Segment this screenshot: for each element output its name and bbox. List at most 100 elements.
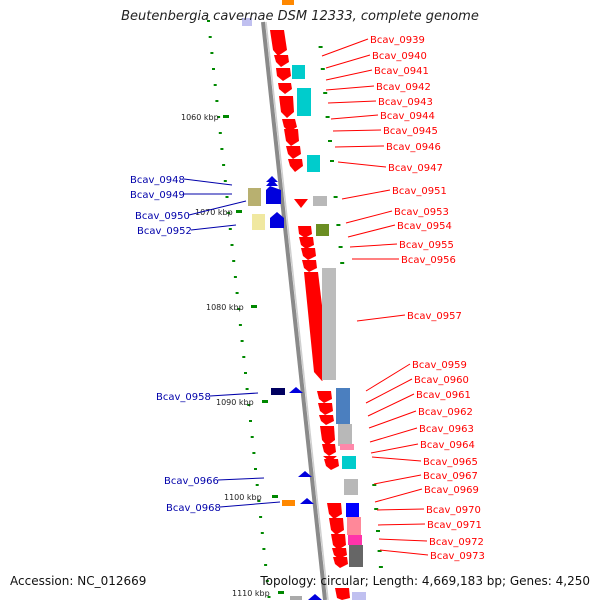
gene-label-bcav-0952[interactable]: Bcav_0952 bbox=[137, 226, 192, 237]
gene-arrow-bottom[interactable] bbox=[308, 594, 322, 600]
gene-label-bcav-0945[interactable]: Bcav_0945 bbox=[383, 126, 438, 137]
gene-label-bcav-0956[interactable]: Bcav_0956 bbox=[401, 255, 456, 266]
block-bcav-0964[interactable] bbox=[340, 444, 354, 450]
gene-label-bcav-0958[interactable]: Bcav_0958 bbox=[156, 392, 211, 403]
gene-arrow-bcav-0951[interactable] bbox=[294, 199, 308, 208]
block-bcav-0969[interactable] bbox=[346, 503, 359, 517]
block-bcav-0967[interactable] bbox=[344, 479, 358, 495]
gene-arrow-bcav-0952[interactable] bbox=[270, 212, 284, 228]
block-bcav-0965[interactable] bbox=[342, 456, 356, 469]
gene-label-bcav-0953[interactable]: Bcav_0953 bbox=[394, 207, 449, 218]
gene-arrow-bcav-0965[interactable] bbox=[324, 459, 339, 470]
gene-arrow-bcav-0956[interactable] bbox=[302, 260, 317, 272]
gene-arrow-bcav-0961[interactable] bbox=[319, 415, 334, 425]
block-bcav-0951[interactable] bbox=[313, 196, 327, 206]
gene-label-bcav-0968[interactable]: Bcav_0968 bbox=[166, 503, 221, 514]
gene-label-bcav-0965[interactable]: Bcav_0965 bbox=[423, 457, 478, 468]
block-bcav-0957[interactable] bbox=[322, 268, 336, 380]
block-bcav-0954[interactable] bbox=[316, 224, 329, 236]
gene-label-bcav-0973[interactable]: Bcav_0973 bbox=[430, 551, 485, 562]
gene-arrow-bcav-0953[interactable] bbox=[298, 226, 312, 238]
gene-label-bcav-0954[interactable]: Bcav_0954 bbox=[397, 221, 452, 232]
gene-arrow-bcav-0971[interactable] bbox=[331, 534, 346, 550]
gene-label-bcav-0961[interactable]: Bcav_0961 bbox=[416, 390, 471, 401]
gene-label-bcav-0944[interactable]: Bcav_0944 bbox=[380, 111, 435, 122]
gene-arrow-bcav-0958b[interactable] bbox=[289, 387, 303, 393]
gene-arrow-bcav-0970[interactable] bbox=[329, 518, 344, 535]
block-bcav-0963[interactable] bbox=[338, 424, 352, 446]
gene-label-bcav-0940[interactable]: Bcav_0940 bbox=[372, 51, 427, 62]
label-leader-line bbox=[349, 243, 398, 248]
gene-arrow-bcav-0939[interactable] bbox=[270, 30, 287, 56]
block-bcav-0947[interactable] bbox=[307, 155, 320, 172]
label-leader-line bbox=[365, 378, 413, 404]
gene-block-top-orange[interactable] bbox=[282, 0, 294, 5]
gene-arrow-bcav-0948c[interactable] bbox=[266, 176, 278, 182]
gene-block-bcav-0948[interactable] bbox=[248, 188, 261, 206]
gene-arrow-bcav-0960[interactable] bbox=[318, 403, 333, 415]
track-dot bbox=[328, 140, 332, 142]
gene-label-bcav-0967[interactable]: Bcav_0967 bbox=[423, 471, 478, 482]
gene-block-bottom[interactable] bbox=[290, 596, 302, 600]
block-bcav-0941[interactable] bbox=[292, 65, 305, 79]
gene-label-bcav-0966[interactable]: Bcav_0966 bbox=[164, 476, 219, 487]
gene-label-bcav-0948[interactable]: Bcav_0948 bbox=[130, 175, 185, 186]
block-bottom[interactable] bbox=[352, 592, 366, 600]
gene-arrow-bcav-0959[interactable] bbox=[317, 391, 332, 403]
block-bcav-0970[interactable] bbox=[347, 517, 361, 535]
gene-arrow-bcav-0948b[interactable] bbox=[266, 179, 278, 186]
block-bcav-0961[interactable] bbox=[336, 388, 350, 424]
gene-label-bcav-0963[interactable]: Bcav_0963 bbox=[419, 424, 474, 435]
gene-arrow-bcav-0940[interactable] bbox=[274, 55, 289, 67]
gene-arrow-bcav-0954[interactable] bbox=[299, 237, 314, 249]
gene-label-bcav-0971[interactable]: Bcav_0971 bbox=[427, 520, 482, 531]
track-dot bbox=[228, 228, 232, 230]
gene-arrow-bcav-0949[interactable] bbox=[266, 186, 281, 204]
block-bcav-0972[interactable] bbox=[348, 535, 362, 545]
gene-arrow-bcav-0955[interactable] bbox=[301, 248, 316, 260]
gene-label-bcav-0949[interactable]: Bcav_0949 bbox=[130, 190, 185, 201]
gene-label-bcav-0970[interactable]: Bcav_0970 bbox=[426, 505, 481, 516]
block-bcav-0973[interactable] bbox=[349, 545, 363, 567]
gene-arrow-bcav-0943[interactable] bbox=[279, 96, 294, 118]
gene-block-bcav-0958[interactable] bbox=[271, 388, 285, 395]
gene-label-bcav-0943[interactable]: Bcav_0943 bbox=[378, 97, 433, 108]
label-leader-line bbox=[217, 477, 265, 481]
gene-label-bcav-0960[interactable]: Bcav_0960 bbox=[414, 375, 469, 386]
gene-label-bcav-0959[interactable]: Bcav_0959 bbox=[412, 360, 467, 371]
gene-arrow-bcav-0941[interactable] bbox=[276, 68, 291, 81]
gene-arrow-bcav-0972[interactable] bbox=[332, 548, 347, 559]
gene-label-bcav-0947[interactable]: Bcav_0947 bbox=[388, 163, 443, 174]
kbp-tick-mark bbox=[251, 305, 257, 308]
gene-label-bcav-0941[interactable]: Bcav_0941 bbox=[374, 66, 429, 77]
gene-arrow-bottom-red[interactable] bbox=[335, 588, 350, 600]
gene-label-bcav-0950[interactable]: Bcav_0950 bbox=[135, 211, 190, 222]
gene-arrow-bcav-0969[interactable] bbox=[327, 503, 342, 519]
gene-label-bcav-0969[interactable]: Bcav_0969 bbox=[424, 485, 479, 496]
gene-arrow-bcav-0962[interactable] bbox=[320, 426, 335, 446]
gene-arrow-bcav-0942[interactable] bbox=[278, 83, 292, 94]
gene-arrow-bcav-0944[interactable] bbox=[282, 119, 297, 132]
annotation-blocks bbox=[292, 65, 366, 600]
gene-label-bcav-0942[interactable]: Bcav_0942 bbox=[376, 82, 431, 93]
block-bcav-0943[interactable] bbox=[297, 88, 311, 116]
gene-block-bcav-0968[interactable] bbox=[282, 500, 295, 506]
track-dot bbox=[218, 132, 222, 134]
gene-label-bcav-0972[interactable]: Bcav_0972 bbox=[429, 537, 484, 548]
gene-arrow-bcav-0973[interactable] bbox=[333, 557, 348, 568]
gene-arrow-bcav-0945[interactable] bbox=[284, 129, 299, 146]
gene-label-bcav-0951[interactable]: Bcav_0951 bbox=[392, 186, 447, 197]
gene-block-top[interactable] bbox=[242, 18, 252, 26]
gene-arrow-bcav-0946[interactable] bbox=[286, 146, 301, 159]
gene-label-bcav-0946[interactable]: Bcav_0946 bbox=[386, 142, 441, 153]
gene-label-bcav-0955[interactable]: Bcav_0955 bbox=[399, 240, 454, 251]
gene-arrow-bcav-0947[interactable] bbox=[288, 159, 303, 172]
gene-label-bcav-0962[interactable]: Bcav_0962 bbox=[418, 407, 473, 418]
gene-arrow-bcav-0963[interactable] bbox=[322, 444, 336, 456]
gene-arrow-bcav-0968b[interactable] bbox=[300, 498, 314, 504]
gene-block-bcav-0950[interactable] bbox=[252, 214, 265, 230]
gene-label-bcav-0957[interactable]: Bcav_0957 bbox=[407, 311, 462, 322]
gene-label-bcav-0939[interactable]: Bcav_0939 bbox=[370, 35, 425, 46]
gene-arrow-bcav-0966[interactable] bbox=[298, 471, 312, 477]
gene-label-bcav-0964[interactable]: Bcav_0964 bbox=[420, 440, 475, 451]
